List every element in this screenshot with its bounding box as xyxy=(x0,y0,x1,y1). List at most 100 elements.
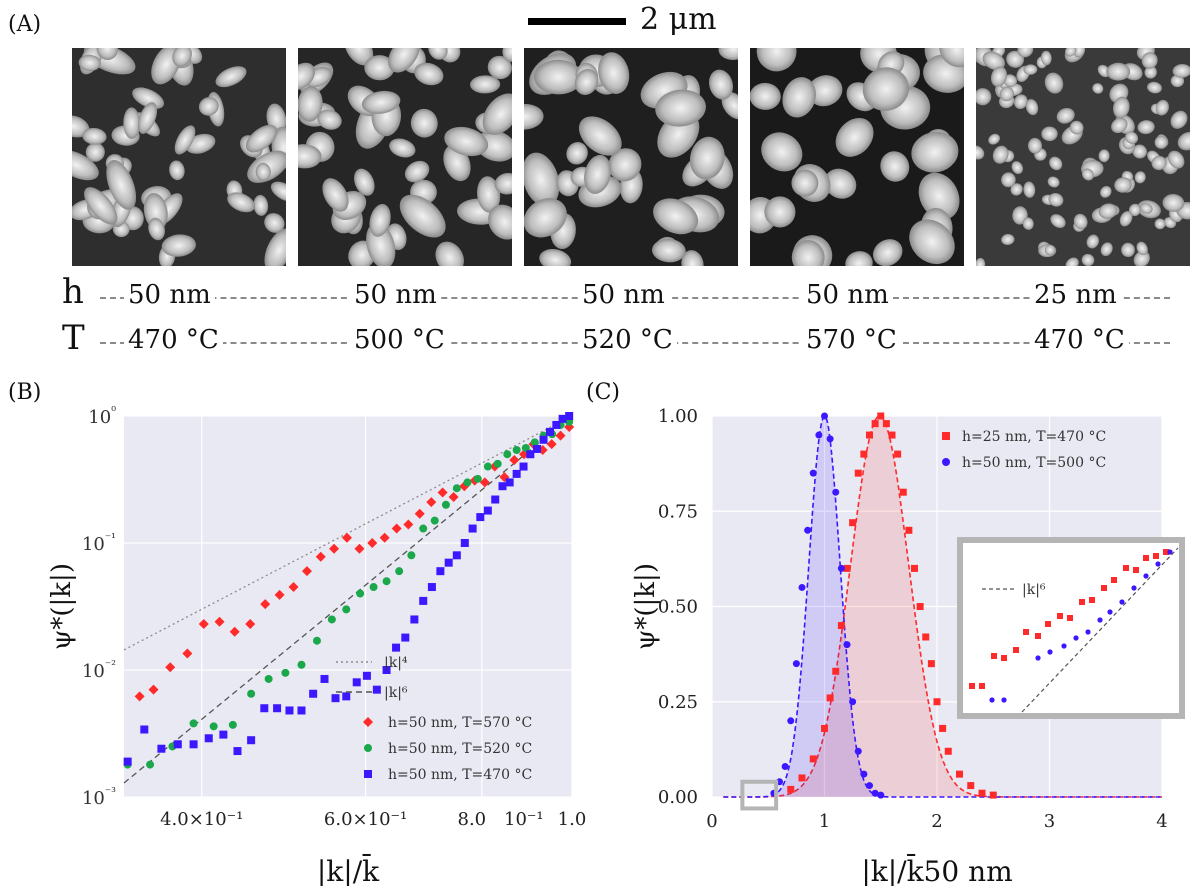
grain xyxy=(939,48,964,68)
data-point xyxy=(414,508,425,519)
grain xyxy=(1098,149,1110,163)
legend-label: h=50 nm, T=470 °C xyxy=(388,767,532,783)
grain xyxy=(1022,217,1034,230)
data-point xyxy=(233,747,242,756)
grain xyxy=(435,241,464,266)
data-point xyxy=(341,532,352,543)
data-point xyxy=(437,487,448,498)
grain xyxy=(364,55,395,81)
data-point xyxy=(391,523,402,534)
legend-marker xyxy=(942,458,950,466)
legend-c: h=25 nm, T=470 °C h=50 nm, T=500 °C xyxy=(942,429,1106,471)
data-point xyxy=(521,443,530,452)
grain xyxy=(1081,253,1095,266)
data-point xyxy=(552,420,561,429)
data-point xyxy=(826,694,834,702)
grain xyxy=(1011,161,1024,175)
grain xyxy=(1098,203,1118,219)
data-point xyxy=(395,567,404,576)
data-point xyxy=(427,583,436,592)
grain xyxy=(524,152,560,207)
data-point xyxy=(877,791,885,799)
grain xyxy=(174,125,196,155)
grain xyxy=(1154,218,1166,230)
data-point xyxy=(198,619,209,630)
row-label-h: h xyxy=(62,272,84,312)
data-point xyxy=(871,420,879,428)
grain xyxy=(264,213,285,233)
data-point xyxy=(781,763,789,771)
data-point xyxy=(407,551,416,560)
grain xyxy=(721,92,738,120)
data-point xyxy=(157,744,166,753)
inset-data-point xyxy=(1167,549,1173,555)
grain xyxy=(488,204,512,240)
data-point xyxy=(430,516,439,525)
inset-legend-label: |k|⁶ xyxy=(1022,582,1046,598)
data-point xyxy=(888,431,896,439)
grain xyxy=(1041,126,1058,142)
data-point xyxy=(860,770,868,778)
inset-data-point xyxy=(1143,555,1149,561)
k4-reference-line xyxy=(123,415,573,651)
grain xyxy=(524,198,567,238)
data-point xyxy=(452,551,461,560)
fit-curve-1 xyxy=(723,415,1162,798)
data-point xyxy=(905,526,913,534)
data-point xyxy=(565,412,574,420)
grain xyxy=(494,172,512,195)
data-point xyxy=(877,412,885,420)
inset-data-point xyxy=(1111,577,1117,583)
data-point xyxy=(189,719,198,728)
grain xyxy=(1121,242,1135,258)
grain xyxy=(791,169,819,197)
grain xyxy=(215,66,247,88)
h-value-3: 50 nm xyxy=(578,280,669,310)
data-point xyxy=(228,720,237,729)
grain xyxy=(470,75,501,94)
data-point xyxy=(866,431,873,439)
data-point xyxy=(247,689,256,698)
data-point xyxy=(498,482,507,491)
data-point xyxy=(843,564,851,572)
data-point xyxy=(134,691,145,702)
grain xyxy=(782,77,817,118)
y-tick-label: 10⁰ xyxy=(88,404,116,428)
data-point xyxy=(468,524,477,533)
data-point xyxy=(821,724,828,732)
legend-marker xyxy=(364,744,372,752)
grain xyxy=(1137,120,1155,135)
data-point xyxy=(369,583,378,592)
data-point xyxy=(792,660,800,668)
data-point xyxy=(866,782,873,790)
data-point xyxy=(894,450,902,458)
t-value-2: 500 °C xyxy=(350,325,449,355)
data-point xyxy=(837,564,845,572)
data-point xyxy=(832,667,840,675)
data-point xyxy=(327,615,336,624)
grain xyxy=(1040,50,1052,66)
grain xyxy=(137,102,158,134)
data-point xyxy=(264,674,273,683)
h-value-1: 50 nm xyxy=(124,280,215,310)
grain xyxy=(1017,48,1034,58)
x-axis-label-b: |k|/k̄ xyxy=(317,853,380,886)
grain xyxy=(992,145,1009,164)
micrograph-1 xyxy=(72,48,286,266)
data-point xyxy=(476,513,485,522)
data-point xyxy=(320,674,329,683)
grain xyxy=(1154,135,1168,149)
grain xyxy=(1144,65,1157,79)
grain xyxy=(1112,96,1130,119)
data-point xyxy=(436,567,445,576)
fit-area-1 xyxy=(723,416,1162,797)
zoom-box xyxy=(740,779,779,811)
inset-data-point xyxy=(1045,621,1051,627)
data-point xyxy=(382,577,391,586)
data-point xyxy=(871,789,879,797)
grain xyxy=(534,59,583,95)
grain xyxy=(1134,171,1146,184)
grain xyxy=(1056,107,1075,124)
data-point xyxy=(309,689,318,698)
grain xyxy=(835,117,874,157)
